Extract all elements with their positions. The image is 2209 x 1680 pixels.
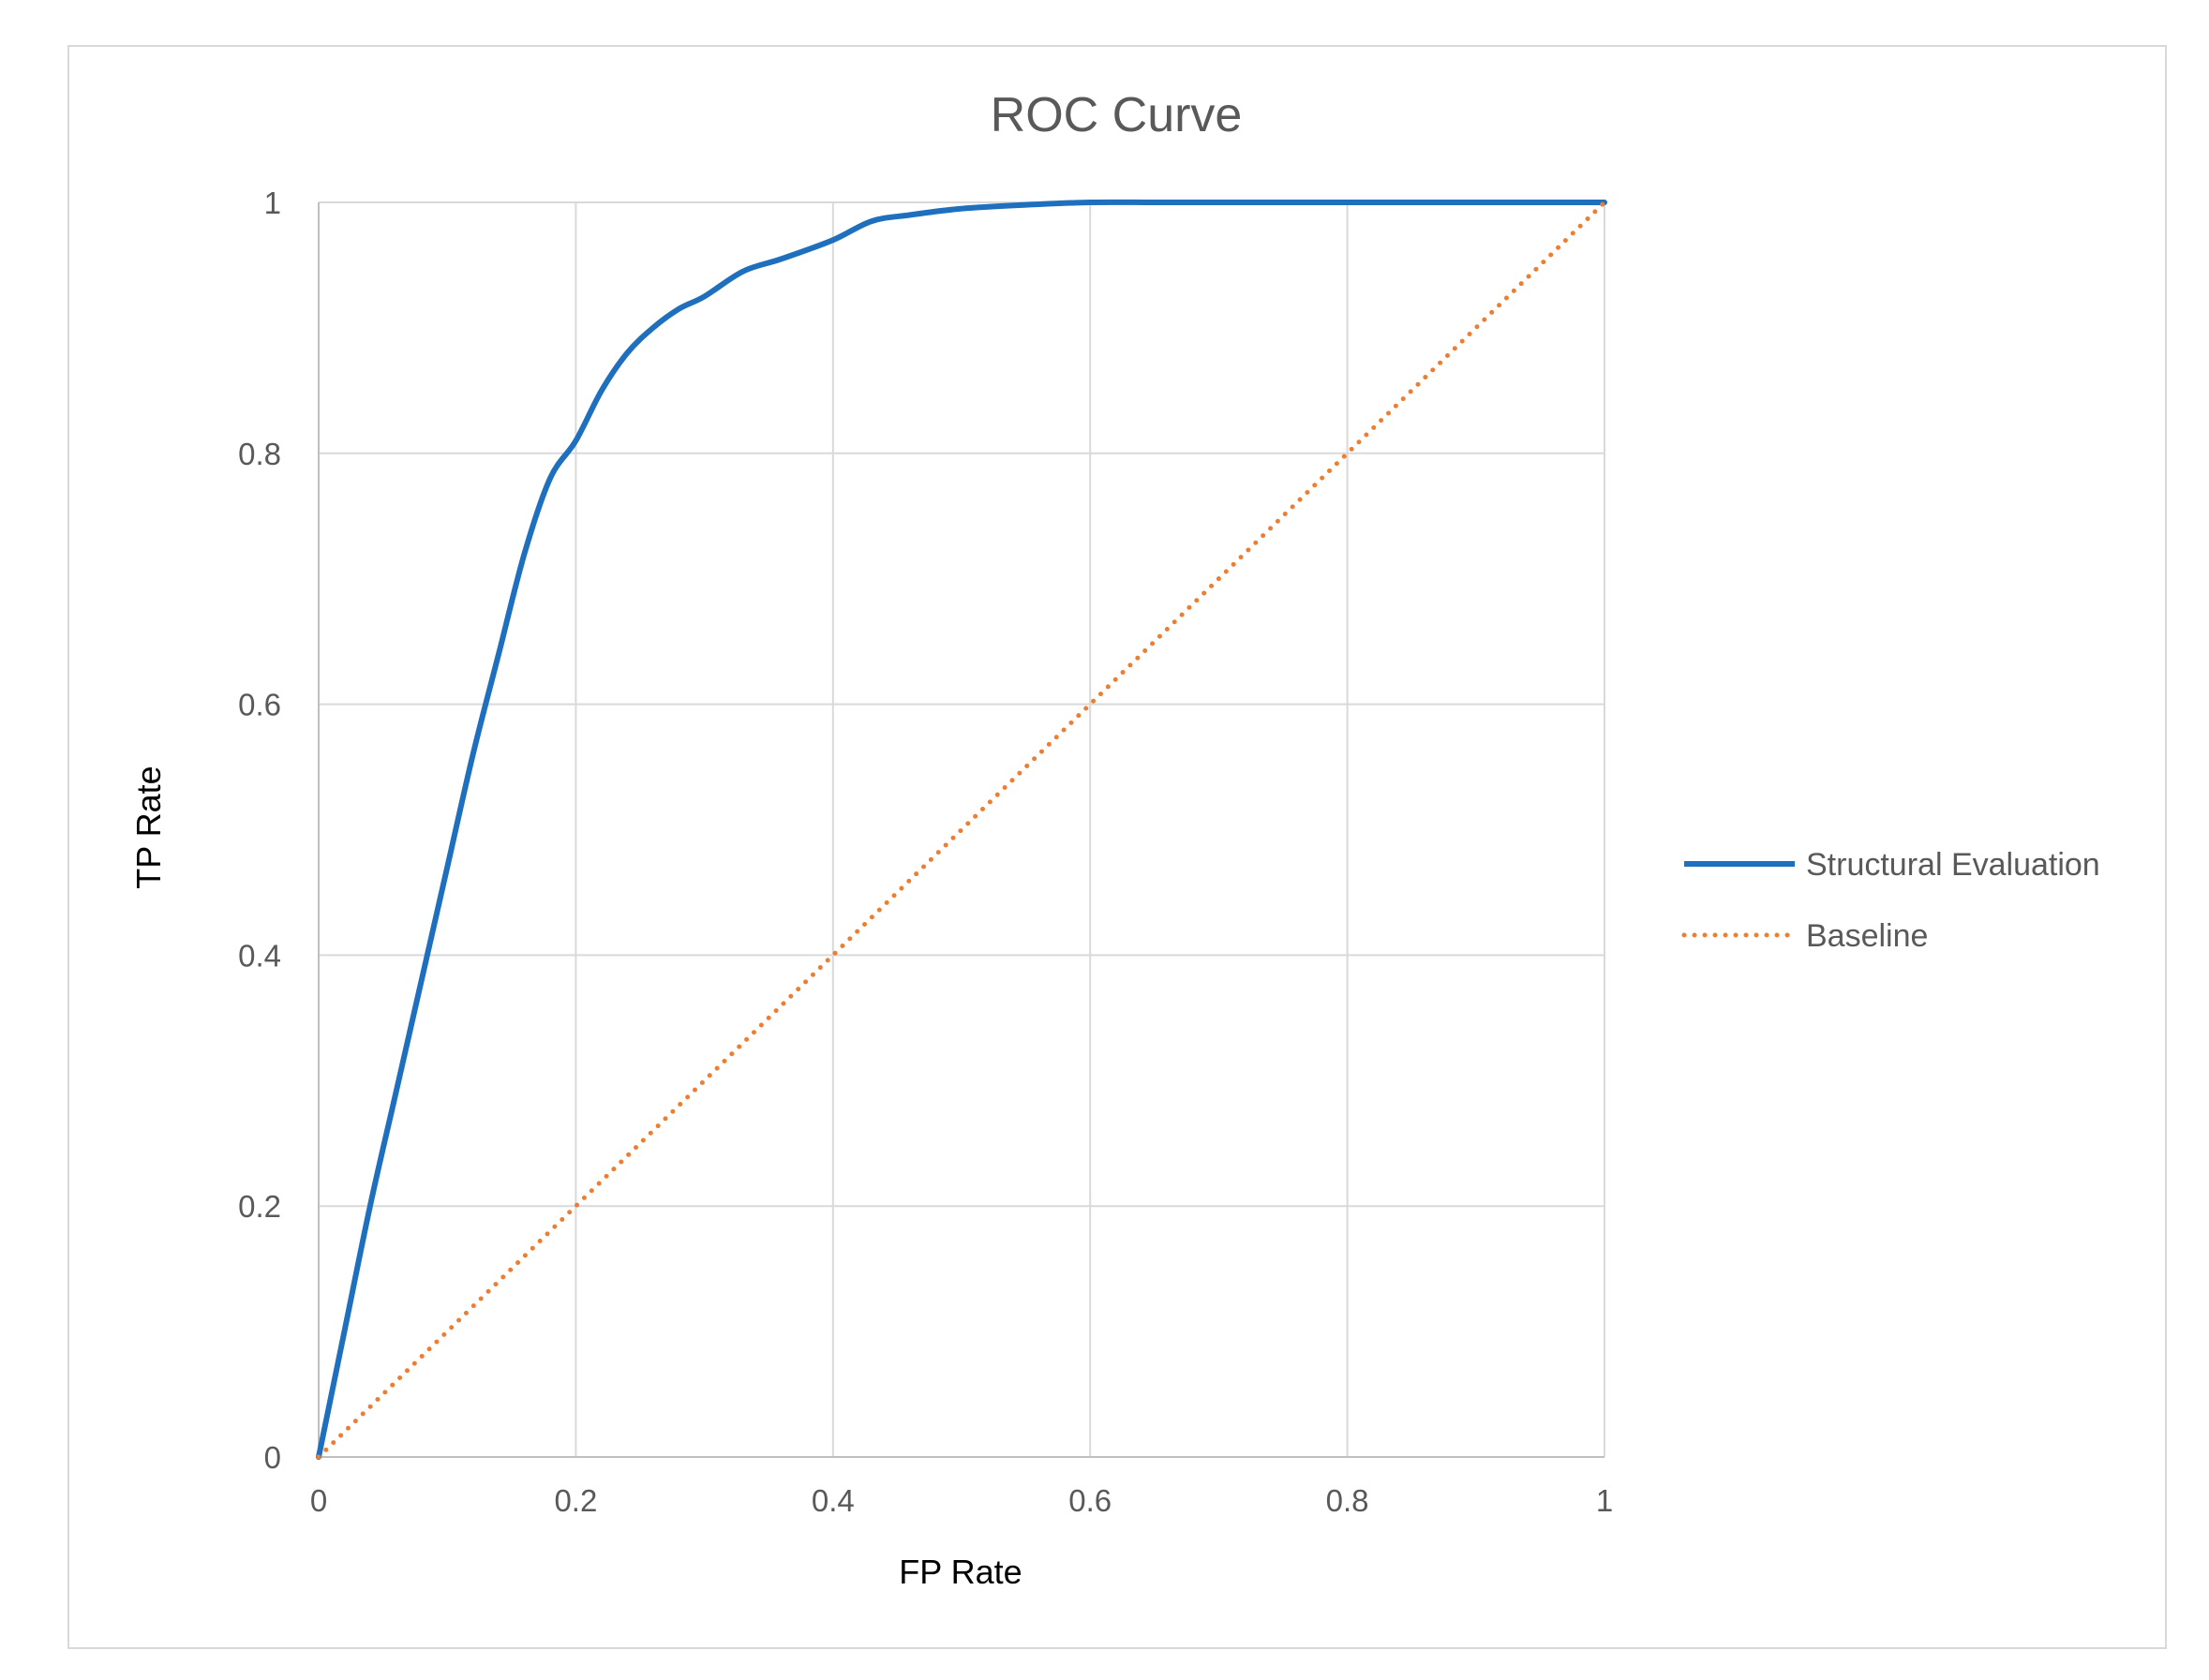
x-tick-label: 0.2 (554, 1483, 597, 1518)
chart-frame (67, 45, 2167, 1649)
x-tick-label: 0.6 (1068, 1483, 1112, 1518)
y-tick-label: 1 (264, 186, 281, 220)
legend: Structural Evaluation Baseline (1681, 847, 2100, 954)
legend-label-structural-evaluation: Structural Evaluation (1806, 847, 2100, 883)
x-tick-label: 0 (310, 1483, 327, 1518)
chart-title: ROC Curve (991, 88, 1243, 142)
axes (318, 202, 1605, 1458)
y-tick-label: 0.4 (238, 938, 281, 973)
x-tick-label: 0.4 (812, 1483, 855, 1518)
series-layer (316, 199, 1607, 1460)
x-axis-title: FP Rate (899, 1553, 1022, 1591)
y-tick-label: 0 (264, 1440, 281, 1475)
y-tick-label: 0.6 (238, 688, 281, 722)
y-axis-title: TP Rate (129, 766, 168, 888)
baseline-series-line (316, 200, 1607, 1460)
x-tick-label: 1 (1596, 1483, 1613, 1518)
x-tick-label: 0.8 (1326, 1483, 1369, 1518)
y-tick-label: 0.8 (238, 437, 281, 471)
legend-label-baseline: Baseline (1806, 918, 1928, 954)
y-tick-labels: 0 0.2 0.4 0.6 0.8 1 (238, 186, 281, 1475)
x-tick-labels: 0 0.2 0.4 0.6 0.8 1 (310, 1483, 1613, 1518)
structural-evaluation-series-line (316, 199, 1607, 1460)
y-tick-label: 0.2 (238, 1189, 281, 1224)
